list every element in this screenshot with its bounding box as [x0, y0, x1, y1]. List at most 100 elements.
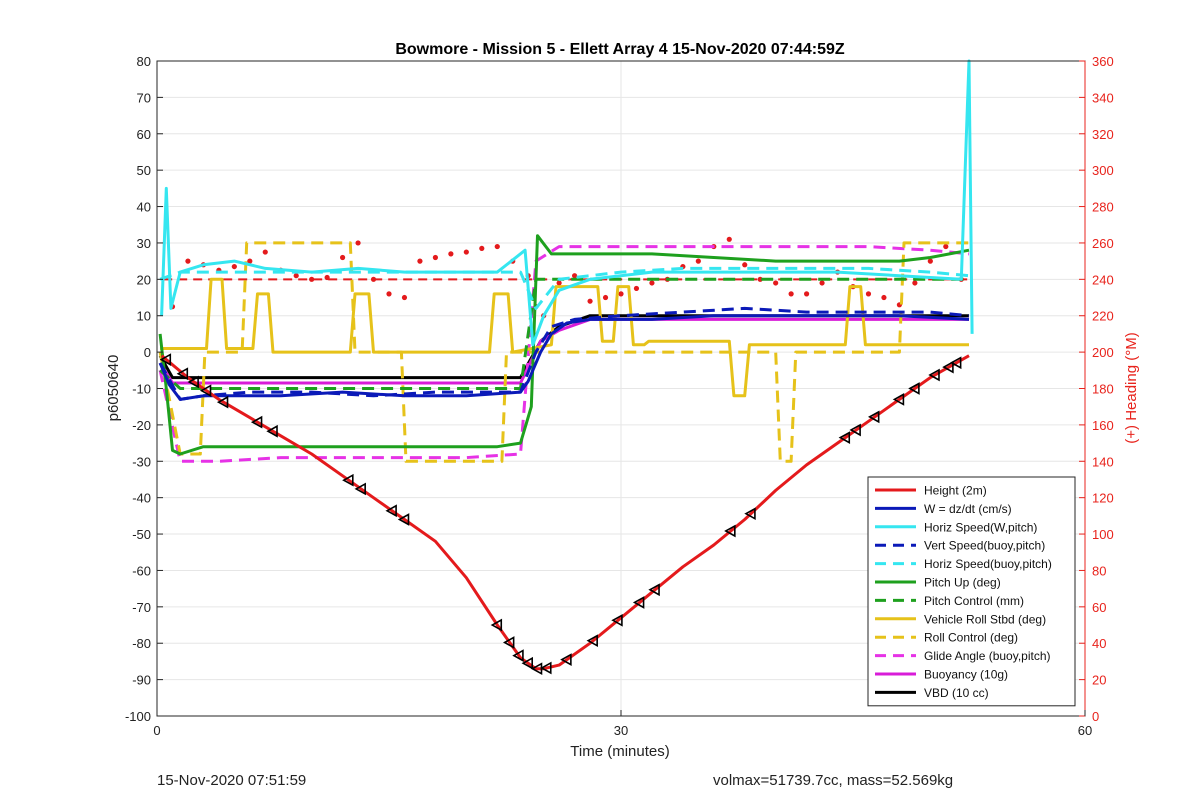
height-marker	[512, 649, 524, 662]
left-tick-label: 50	[137, 163, 151, 178]
series-line-pitch-control-mm-	[159, 277, 969, 390]
right-tick-label: 100	[1092, 527, 1114, 542]
left-tick-label: -90	[132, 673, 151, 688]
left-tick-label: -70	[132, 600, 151, 615]
height-marker	[560, 653, 572, 666]
heading-point	[912, 280, 918, 286]
heading-point	[819, 280, 825, 286]
heading-point	[386, 291, 392, 297]
height-marker	[586, 634, 598, 648]
heading-point	[773, 280, 779, 286]
legend-label: W = dz/dt (cm/s)	[924, 502, 1012, 516]
series-line-horiz-speed-buoy-pitch-	[159, 266, 970, 310]
right-tick-label: 20	[1092, 673, 1106, 688]
series-line-vehicle-roll-stbd-deg-	[160, 277, 969, 398]
heading-point	[340, 254, 346, 261]
right-tick-label: 120	[1092, 491, 1114, 506]
legend-label: Pitch Up (deg)	[924, 576, 1001, 590]
legend-label: VBD (10 cc)	[924, 686, 989, 700]
height-marker	[385, 504, 397, 518]
right-tick-label: 80	[1092, 563, 1106, 578]
right-tick-label: 220	[1092, 309, 1114, 324]
height-marker	[199, 384, 212, 398]
heading-point	[370, 276, 377, 282]
left-tick-label: 20	[137, 272, 151, 287]
height-marker	[266, 424, 278, 438]
right-tick-label: 340	[1092, 90, 1114, 105]
height-marker	[928, 368, 940, 382]
right-tick-label: 360	[1092, 54, 1114, 69]
heading-point	[865, 291, 872, 297]
left-tick-label: 10	[137, 309, 151, 324]
heading-point	[417, 258, 423, 264]
left-tick-label: 60	[137, 127, 151, 142]
left-tick-label: 0	[144, 345, 151, 360]
legend-label: Roll Control (deg)	[924, 631, 1018, 645]
left-tick-label: -60	[132, 563, 151, 578]
height-marker	[187, 375, 199, 389]
height-marker	[724, 524, 736, 538]
left-tick-label: -40	[132, 491, 151, 506]
right-tick-label: 160	[1092, 418, 1114, 433]
legend: Height (2m) W = dz/dt (cm/s) Horiz Speed(W…	[867, 476, 1076, 707]
height-marker	[176, 367, 189, 381]
heading-point	[943, 243, 949, 250]
heading-point	[695, 258, 701, 264]
left-tick-label: -80	[132, 636, 151, 651]
left-tick-label: 30	[137, 236, 151, 251]
footer-timestamp: 15-Nov-2020 07:51:59	[157, 772, 307, 789]
height-marker	[849, 423, 861, 437]
right-tick-label: 140	[1092, 454, 1114, 469]
series-line-vert-speed-buoy-pitch-	[158, 306, 970, 401]
heading-point	[479, 245, 485, 252]
heading-point	[324, 274, 330, 281]
right-axis-label: (+) Heading (°M)	[1123, 332, 1140, 443]
heading-point	[309, 276, 315, 282]
marker-layer	[159, 353, 962, 676]
height-marker	[942, 360, 954, 374]
height-marker	[354, 482, 366, 496]
heading-point	[185, 258, 191, 264]
heading-point	[432, 254, 438, 261]
heading-point	[788, 291, 794, 297]
left-tick-label: 70	[137, 90, 151, 105]
heading-point	[602, 294, 609, 301]
heading-point	[293, 273, 299, 279]
height-marker	[342, 473, 354, 487]
series-line-roll-control-deg-	[158, 241, 969, 463]
left-tick-label: 80	[137, 54, 151, 69]
height-marker	[611, 613, 623, 627]
legend-label: Horiz Speed(W,pitch)	[924, 520, 1037, 534]
heading-point	[927, 258, 933, 264]
right-tick-label: 60	[1092, 600, 1106, 615]
heading-point	[355, 240, 361, 246]
heading-point	[448, 251, 454, 257]
height-marker	[744, 507, 756, 521]
right-axis: 0 20 40 60 80 100 120 140 160 180 200 220 240 260 280 3…	[1079, 54, 1114, 724]
legend-label: Pitch Control (mm)	[924, 594, 1024, 608]
legend-label: Vehicle Roll Stbd (deg)	[924, 612, 1046, 626]
y-axis-label: p6050640	[105, 355, 122, 422]
right-tick-label: 260	[1092, 236, 1114, 251]
left-tick-label: 40	[137, 200, 151, 215]
left-tick-label: -100	[125, 709, 151, 724]
x-axis-label: Time (minutes)	[570, 743, 669, 760]
heading-point	[262, 249, 268, 255]
heading-point	[494, 243, 500, 250]
height-marker	[502, 636, 515, 649]
right-tick-label: 320	[1092, 127, 1114, 142]
heading-point	[881, 294, 887, 301]
height-marker	[250, 415, 263, 429]
series-layer	[158, 59, 974, 671]
chart-title: Bowmore - Mission 5 - Ellett Array 4 15-…	[395, 41, 845, 58]
height-marker	[892, 393, 905, 406]
height-marker	[216, 395, 229, 409]
left-axis: -100-90-80-70-60-50-40-30-20-10010203040…	[125, 54, 163, 724]
height-marker	[632, 596, 645, 609]
legend-label: Horiz Speed(buoy,pitch)	[924, 557, 1052, 571]
left-tick-label: -50	[132, 527, 151, 542]
right-tick-label: 40	[1092, 636, 1106, 651]
height-marker	[908, 382, 920, 395]
heading-point	[463, 249, 469, 255]
heading-point	[726, 236, 732, 242]
